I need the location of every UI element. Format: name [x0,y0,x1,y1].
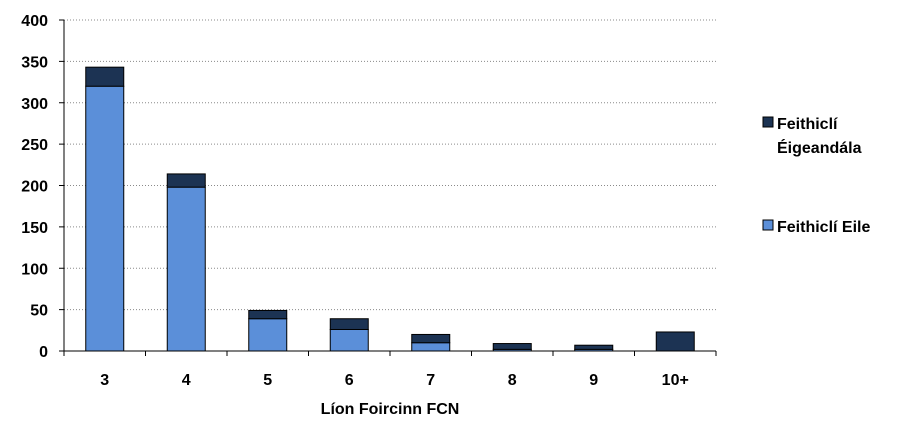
bar-feithicli-eigeandala-5 [248,309,288,320]
bar-feithicli-eigeandala-9 [574,344,614,350]
y-tick-label: 200 [21,179,48,196]
bar-feithicli-eigeandala-8 [492,343,532,350]
bar-feithicli-eigeandala-4 [166,173,206,188]
y-tick-label: 0 [39,344,48,361]
bar-feithicli-eile-6 [329,328,369,352]
bars [85,66,695,352]
x-tick-label: 7 [426,372,435,389]
bar-feithicli-eile-7 [411,342,451,352]
legend: Feithiclí Éigeandála Feithiclí Eile [762,116,870,236]
x-tick-label: 6 [345,372,354,389]
y-tick-label: 150 [21,220,48,237]
y-tick-labels: 0 50 100 150 200 250 300 350 400 [21,13,48,361]
y-tick-label: 300 [21,96,48,113]
legend-swatch [762,116,774,128]
bar-feithicli-eile-3 [85,85,125,352]
x-tick-label: 10+ [662,372,689,389]
y-tick-label: 350 [21,54,48,71]
x-tick-labels: 3 4 5 6 7 8 9 10+ [100,372,689,389]
bar-feithicli-eigeandala-6 [329,318,369,330]
bar-feithicli-eigeandala-7 [411,333,451,344]
bar-feithicli-eile-5 [248,318,288,352]
bar-feithicli-eile-4 [166,186,206,352]
x-tick-label: 5 [263,372,272,389]
legend-label: Feithiclí Eile [777,219,870,236]
bar-feithicli-eigeandala-10+ [655,331,695,352]
legend-label: Feithiclí [777,116,838,133]
y-tick-label: 50 [30,303,48,320]
x-tick-label: 3 [100,372,109,389]
gridlines [64,19,716,311]
legend-label: Éigeandála [777,138,862,157]
x-tick-label: 8 [508,372,517,389]
x-tick-label: 9 [589,372,598,389]
y-tick-label: 250 [21,137,48,154]
axes [59,19,717,356]
x-tick-label: 4 [182,372,191,389]
legend-swatch [762,219,774,231]
y-tick-label: 100 [21,261,48,278]
y-tick-label: 400 [21,13,48,30]
bar-feithicli-eigeandala-3 [85,66,125,87]
x-axis-title: Líon Foircinn FCN [321,401,460,418]
